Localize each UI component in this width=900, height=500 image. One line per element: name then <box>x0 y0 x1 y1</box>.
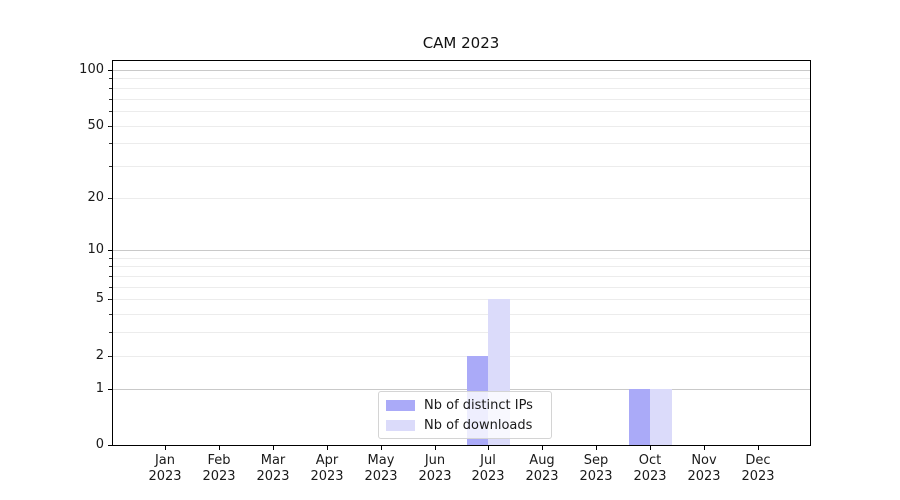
y-tick-label: 20 <box>87 190 104 205</box>
legend-swatch-distinct-ips <box>386 399 415 411</box>
y-tick-label: 2 <box>95 348 104 363</box>
y-tick-label: 5 <box>95 291 104 306</box>
gridline-minor <box>113 198 810 199</box>
gridline-minor <box>113 332 810 333</box>
gridline-minor <box>113 276 810 277</box>
y-axis-tick <box>108 70 112 71</box>
plot-frame <box>112 60 811 446</box>
x-axis-tick <box>219 446 220 450</box>
gridline-major <box>113 389 810 390</box>
x-tick-label: Feb 2023 <box>202 453 236 484</box>
gridline-minor <box>113 143 810 144</box>
x-axis-tick <box>542 446 543 450</box>
bar-distinct-ips <box>628 388 651 445</box>
gridline-minor <box>113 166 810 167</box>
y-tick-label: 50 <box>87 118 104 133</box>
legend: Nb of distinct IPs Nb of downloads <box>378 391 552 439</box>
gridline-minor <box>113 88 810 89</box>
y-tick-label: 1 <box>95 381 104 396</box>
x-tick-label: Oct 2023 <box>633 453 667 484</box>
gridline-minor <box>113 314 810 315</box>
y-axis-tick <box>108 250 112 251</box>
x-axis-tick <box>381 446 382 450</box>
x-axis-tick <box>488 446 489 450</box>
x-tick-label: Dec 2023 <box>741 453 775 484</box>
x-tick-label: Mar 2023 <box>256 453 290 484</box>
x-axis-tick <box>704 446 705 450</box>
legend-entry-downloads: Nb of downloads <box>386 417 543 434</box>
y-tick-label: 100 <box>79 62 104 77</box>
gridline-minor <box>113 356 810 357</box>
x-tick-label: Jan 2023 <box>148 453 182 484</box>
gridline-minor <box>113 258 810 259</box>
x-tick-label: Apr 2023 <box>310 453 344 484</box>
y-tick-label: 10 <box>87 242 104 257</box>
y-axis-minor-tick <box>109 258 112 259</box>
y-axis-minor-tick <box>109 111 112 112</box>
gridline-minor <box>113 78 810 79</box>
x-tick-label: Aug 2023 <box>525 453 559 484</box>
gridline-minor <box>113 299 810 300</box>
y-axis-minor-tick <box>109 126 112 127</box>
x-tick-label: Jun 2023 <box>418 453 452 484</box>
y-axis-minor-tick <box>109 88 112 89</box>
legend-label-distinct-ips: Nb of distinct IPs <box>424 397 533 413</box>
chart-title: CAM 2023 <box>422 34 500 52</box>
y-axis-minor-tick <box>109 266 112 267</box>
y-axis-minor-tick <box>109 356 112 357</box>
x-axis-tick <box>596 446 597 450</box>
y-axis-minor-tick <box>109 78 112 79</box>
x-tick-label: Sep 2023 <box>579 453 613 484</box>
y-axis-minor-tick <box>109 314 112 315</box>
legend-swatch-downloads <box>386 419 415 431</box>
gridline-minor <box>113 99 810 100</box>
y-axis-minor-tick <box>109 198 112 199</box>
x-axis-tick <box>758 446 759 450</box>
gridline-minor <box>113 266 810 267</box>
y-axis-minor-tick <box>109 276 112 277</box>
x-axis-tick <box>435 446 436 450</box>
y-axis-minor-tick <box>109 287 112 288</box>
bar-downloads <box>650 388 672 445</box>
gridline-major <box>113 250 810 251</box>
gridline-minor <box>113 111 810 112</box>
x-tick-label: May 2023 <box>364 453 398 484</box>
x-tick-label: Jul 2023 <box>471 453 505 484</box>
y-tick-label: 0 <box>95 437 104 452</box>
y-axis-minor-tick <box>109 143 112 144</box>
gridline-minor <box>113 126 810 127</box>
y-axis-minor-tick <box>109 332 112 333</box>
x-axis-tick <box>273 446 274 450</box>
legend-entry-distinct-ips: Nb of distinct IPs <box>386 397 543 414</box>
x-tick-label: Nov 2023 <box>687 453 721 484</box>
x-axis-tick <box>165 446 166 450</box>
y-axis-minor-tick <box>109 99 112 100</box>
y-axis-minor-tick <box>109 299 112 300</box>
gridline-minor <box>113 287 810 288</box>
gridline-major <box>113 70 810 71</box>
x-axis-tick <box>650 446 651 450</box>
x-axis-tick <box>327 446 328 450</box>
y-axis-tick <box>108 389 112 390</box>
legend-label-downloads: Nb of downloads <box>424 417 533 433</box>
y-axis-tick <box>108 445 112 446</box>
y-axis-minor-tick <box>109 166 112 167</box>
